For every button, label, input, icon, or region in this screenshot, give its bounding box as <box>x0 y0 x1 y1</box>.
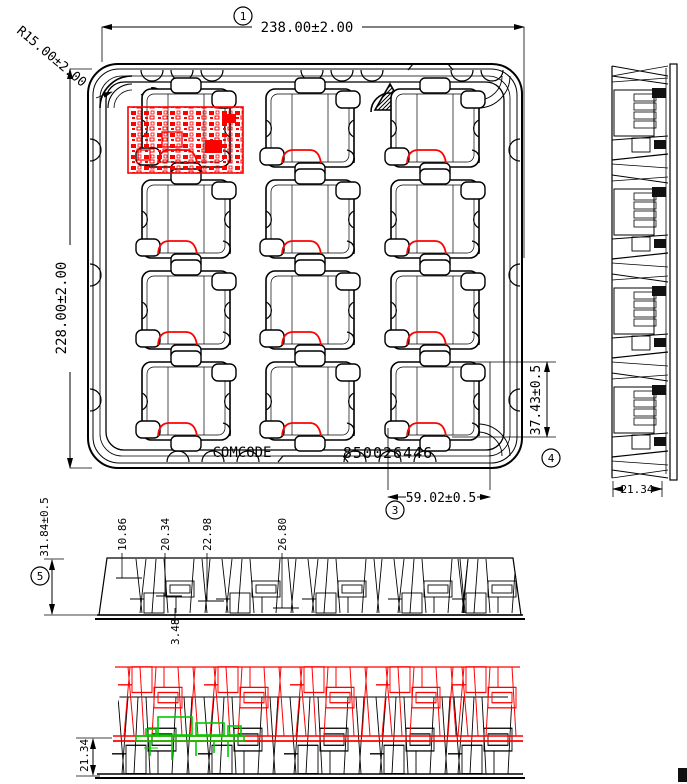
svg-text:1: 1 <box>240 10 247 23</box>
bottom-view: 21.34 <box>76 666 525 779</box>
dim-step-2-text: 20.34 <box>159 518 172 551</box>
dim-stack-step-text: 21.34 <box>78 739 91 772</box>
pcb-overlay <box>127 106 244 174</box>
svg-text:5: 5 <box>37 570 44 583</box>
dim-base-thickness-text: 3.48 <box>169 619 182 646</box>
bottom-view-tray <box>111 696 523 775</box>
side-view: 21.34 <box>611 63 678 497</box>
dim-tray-height: 31.84±0.5 5 <box>30 497 104 616</box>
dim-pocket-pitch-x: 59.02±0.5 3 <box>385 362 491 520</box>
corner-radius-arc <box>99 75 133 109</box>
dim-side-view-width-text: 21.34 <box>620 483 653 496</box>
dim-side-view-width: 21.34 <box>612 481 663 497</box>
corner-arc-bottom-right <box>477 423 511 457</box>
svg-text:4: 4 <box>548 452 555 465</box>
part-number: 850026446 <box>343 444 433 462</box>
dim-corner-radius-text: R15.00±2.00 <box>13 24 89 91</box>
balloon-5: 5 <box>30 566 50 586</box>
dim-stack-step: 21.34 <box>76 737 112 777</box>
front-view: 31.84±0.5 5 10.86 20.34 22.98 26.80 3.48 <box>30 497 525 645</box>
balloon-1: 1 <box>233 6 253 26</box>
dim-steps: 10.86 20.34 22.98 26.80 3.48 <box>116 518 289 645</box>
dim-overall-height: 228.00±2.00 <box>54 68 92 469</box>
dim-overall-width: 1 238.00±2.00 <box>101 6 525 258</box>
comcode-label: COMCODE <box>212 445 271 461</box>
rim-scallops <box>89 63 521 463</box>
device-profile-overlay <box>135 716 245 760</box>
dim-step-4-text: 26.80 <box>276 518 289 551</box>
balloon-4: 4 <box>541 448 561 468</box>
svg-text:3: 3 <box>392 504 399 517</box>
dim-pocket-pitch-y-text: 37.43±0.5 <box>529 365 544 435</box>
top-view: COMCODE 850026446 <box>87 63 523 469</box>
dim-step-3-text: 22.98 <box>201 518 214 551</box>
dim-overall-width-text: 238.00±2.00 <box>261 20 354 36</box>
dim-corner-radius: R15.00±2.00 <box>13 24 113 99</box>
balloon-3: 3 <box>385 500 405 520</box>
dim-pocket-pitch-y: 37.43±0.5 4 <box>452 361 561 468</box>
sheet-border-mark <box>678 768 687 782</box>
dim-step-1-text: 10.86 <box>116 518 129 551</box>
dim-tray-height-text: 31.84±0.5 <box>38 497 51 557</box>
dim-pocket-pitch-x-text: 59.02±0.5 <box>406 491 476 506</box>
dim-overall-height-text: 228.00±2.00 <box>54 262 70 355</box>
